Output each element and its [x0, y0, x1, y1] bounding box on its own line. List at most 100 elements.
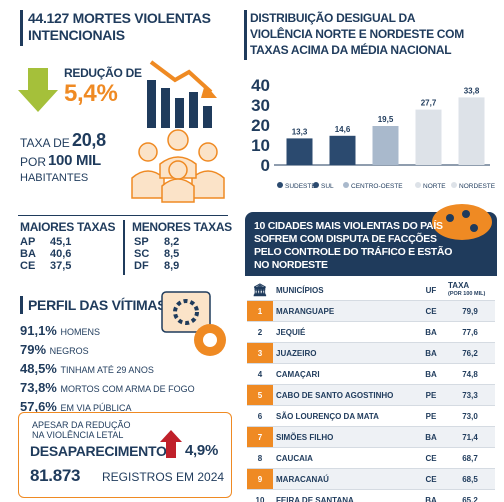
- legend-label: SUL: [321, 183, 334, 190]
- gears-icon: [161, 291, 226, 356]
- lowest-list: SP 8,2 SC 8,5 DF 8,9: [134, 236, 179, 272]
- rank-cell: 5: [247, 384, 273, 406]
- missing-box: [18, 412, 232, 498]
- bar: [458, 97, 485, 165]
- lowest-title: MENORES TAXAS: [132, 220, 232, 234]
- legend-label: CENTRO-OESTE: [351, 183, 403, 190]
- city-cell: MARANGUAPE: [273, 300, 417, 322]
- highest-list: AP 45,1 BA 40,6 CE 37,5: [20, 236, 71, 272]
- table-row: 8 CAUCAIA CE 68,7: [247, 447, 495, 469]
- uf-cell: BA: [417, 363, 445, 385]
- profile-label: NEGROS: [49, 346, 89, 356]
- city-cell: SÃO LOURENÇO DA MATA: [273, 405, 417, 427]
- profile-value: 73,8%: [20, 380, 57, 395]
- value-label: 14,6: [335, 125, 351, 134]
- table-row: 5 CABO DE SANTO AGOSTINHO PE 73,3: [247, 384, 495, 406]
- rate-cell: 68,7: [445, 447, 495, 469]
- legend-swatch: [343, 182, 349, 188]
- rate-per: POR: [20, 155, 47, 169]
- rank-cell: 10: [247, 489, 273, 502]
- y-tick-label: 30: [251, 96, 270, 115]
- uf-cell: BA: [417, 426, 445, 448]
- state: CE: [20, 260, 36, 272]
- table-row: 9 MARACANAÚ CE 68,5: [247, 468, 495, 490]
- value-label: 19,5: [378, 115, 394, 124]
- rate: 37,5: [50, 260, 72, 272]
- summary-title: 44.127 MORTES VIOLENTAS INTENCIONAIS: [28, 10, 211, 43]
- profile-label: HOMENS: [60, 327, 101, 337]
- state: SC: [134, 248, 150, 260]
- rate: 8,5: [164, 248, 180, 260]
- value-label: 33,8: [464, 86, 480, 95]
- missing-count-label: REGISTROS EM 2024: [102, 470, 225, 484]
- state: BA: [20, 248, 36, 260]
- missing-title: DESAPARECIMENTOS: [30, 443, 176, 459]
- chart-title: DISTRIBUIÇÃO DESIGUAL DA VIOLÊNCIA NORTE…: [250, 11, 464, 57]
- rate-row: DF 8,9: [134, 260, 179, 272]
- missing-note: APESAR DA REDUÇÃO NA VIOLÊNCIA LETAL: [32, 420, 131, 440]
- missing-change: 4,9%: [185, 442, 218, 459]
- accent-bar: [244, 10, 247, 60]
- rate-base: 100 MIL: [48, 152, 101, 169]
- profile-item: 57,6% EM VIA PÚBLICA: [20, 398, 195, 417]
- profile-item: 79% NEGROS: [20, 341, 195, 360]
- rate-row: BA 40,6: [20, 248, 71, 260]
- bullet-icon: [432, 204, 492, 240]
- value-label: 13,3: [292, 127, 308, 136]
- rate-suffix: HABITANTES: [20, 172, 89, 184]
- rate-cell: 79,9: [445, 300, 495, 322]
- people-icon: [131, 129, 225, 203]
- table-title: 10 CIDADES MAIS VIOLENTAS DO PAÍS SOFREM…: [254, 220, 453, 271]
- city-cell: MARACANAÚ: [273, 468, 417, 490]
- legend-label: NORDESTE: [459, 183, 496, 190]
- uf-cell: PE: [417, 405, 445, 427]
- uf-cell: CE: [417, 300, 445, 322]
- legend-swatch: [277, 182, 283, 188]
- rank-cell: 4: [247, 363, 273, 385]
- reduction-value: 5,4%: [64, 80, 118, 107]
- city-cell: SIMÕES FILHO: [273, 426, 417, 448]
- divider: [123, 220, 125, 275]
- bar: [286, 138, 313, 165]
- header-subtext: (POR 100 MIL): [448, 291, 486, 297]
- accent-bar: [20, 10, 23, 46]
- table-row: 7 SIMÕES FILHO BA 71,4: [247, 426, 495, 448]
- rate: 45,1: [50, 236, 72, 248]
- rate-cell: 65,2: [445, 489, 495, 502]
- table-row: 1 MARANGUAPE CE 79,9: [247, 300, 495, 322]
- y-tick-label: 0: [261, 156, 270, 175]
- y-tick-label: 40: [251, 76, 270, 95]
- rate-cell: 77,6: [445, 321, 495, 343]
- table-row: 6 SÃO LOURENÇO DA MATA PE 73,0: [247, 405, 495, 427]
- header-text: TAXA: [448, 281, 470, 290]
- y-tick-label: 10: [251, 136, 270, 155]
- profile-value: 79%: [20, 342, 47, 357]
- uf-cell: CE: [417, 468, 445, 490]
- city-table: 🏛 MUNICÍPIOS UF TAXA (POR 100 MIL) 1 MARANGUAP…: [247, 280, 495, 502]
- profile-list: 91,1% HOMENS 79% NEGROS 48,5% TINHAM ATÉ 2…: [20, 322, 195, 417]
- bar: [372, 126, 399, 165]
- legend-label: SUDESTE: [285, 183, 316, 190]
- rate-cell: 68,5: [445, 468, 495, 490]
- decline-chart-icon: [147, 60, 217, 128]
- uf-cell: PE: [417, 384, 445, 406]
- state: AP: [20, 236, 36, 248]
- rate-cell: 74,8: [445, 363, 495, 385]
- rate-row: SC 8,5: [134, 248, 179, 260]
- city-cell: JEQUIÉ: [273, 321, 417, 343]
- highest-title: MAIORES TAXAS: [20, 220, 116, 234]
- profile-value: 48,5%: [20, 361, 57, 376]
- rate-row: SP 8,2: [134, 236, 179, 248]
- profile-title: PERFIL DAS VÍTIMAS: [28, 297, 167, 313]
- city-cell: JUAZEIRO: [273, 342, 417, 364]
- divider: [18, 215, 228, 216]
- rate-cell: 73,3: [445, 384, 495, 406]
- rank-cell: 3: [247, 342, 273, 364]
- city-cell: FEIRA DE SANTANA: [273, 489, 417, 502]
- rate-cell: 76,2: [445, 342, 495, 364]
- state: SP: [134, 236, 149, 248]
- rate: 8,2: [164, 236, 180, 248]
- bar: [329, 135, 356, 165]
